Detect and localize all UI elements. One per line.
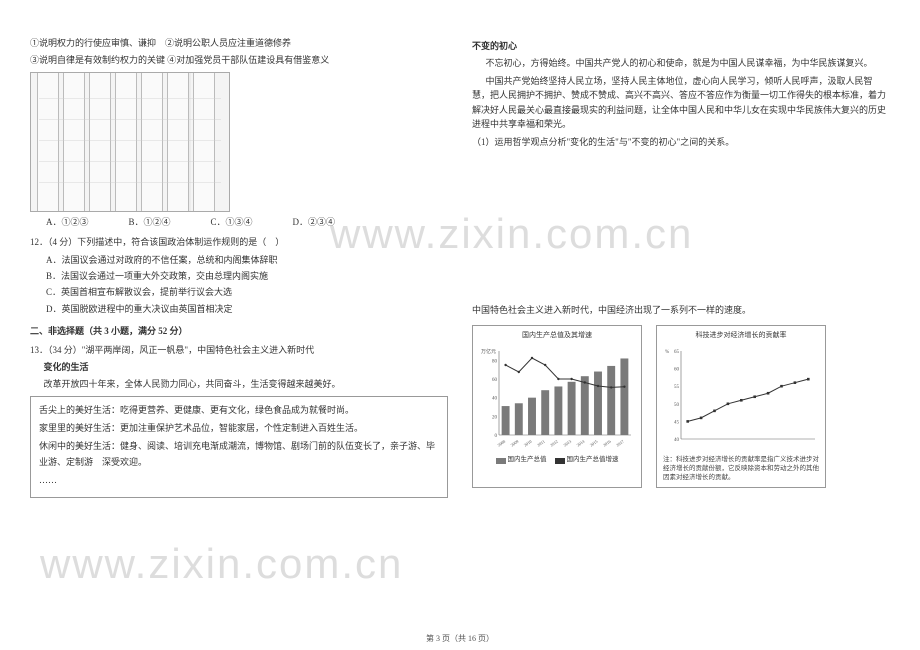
svg-text:50: 50	[674, 403, 680, 408]
svg-text:60: 60	[674, 368, 680, 373]
svg-text:2011: 2011	[536, 439, 546, 448]
svg-text:2012: 2012	[549, 439, 559, 448]
svg-text:60: 60	[492, 378, 498, 383]
section-2-title: 二、非选择题（共 3 小题，满分 52 分）	[30, 324, 448, 338]
chart-gdp-box: 国内生产总值及其增速 020406080万亿元20082009201020112…	[472, 325, 642, 487]
q11-stmt-2: ③说明自律是有效制约权力的关键 ④对加强党员干部队伍建设具有借鉴意义	[30, 53, 448, 67]
heart-p2: 中国共产党始终坚持人民立场，坚持人民主体地位，虚心向人民学习，倾听人民呼声，汲取…	[472, 74, 890, 132]
box-line-end: ……	[39, 473, 439, 488]
svg-text:2016: 2016	[602, 439, 612, 448]
box-line-1: 舌尖上的美好生活：吃得更营养、更健康、更有文化，绿色食品成为就餐时尚。	[39, 403, 439, 418]
sub-heart-title: 不变的初心	[472, 39, 890, 53]
q11-options: A．①②③ B．①②④ C．①③④ D．②③④	[46, 215, 448, 229]
q11-opt-d: D．②③④	[293, 215, 336, 229]
q11-stmt-1: ①说明权力的行使应审慎、谦抑 ②说明公职人员应注重道德修养	[30, 36, 448, 50]
svg-text:2013: 2013	[562, 439, 572, 448]
svg-text:40: 40	[674, 438, 680, 443]
q12-opt-c: C．英国首相宣布解散议会，提前举行议会大选	[46, 285, 448, 299]
q11-opt-b: B．①②④	[129, 215, 171, 229]
svg-text:%: %	[665, 350, 669, 355]
chart-gdp-canvas: 0 20 40 60 80 万亿元 2008 20092010201120122013 2014…	[477, 343, 637, 453]
svg-text:2010: 2010	[523, 439, 533, 448]
svg-text:2017: 2017	[615, 439, 625, 448]
heart-p1: 不忘初心，方得始终。中国共产党人的初心和使命，就是为中国人民谋幸福，为中华民族谋…	[472, 56, 890, 70]
legend-gdp-bar: 国内生产总值	[508, 455, 547, 465]
legend-gdp-line: 国内生产总值增速	[567, 455, 619, 465]
q13-stem: 13．（34 分）"湖平两岸阔，风正一帆悬"，中国特色社会主义进入新时代	[30, 343, 448, 357]
q13-subq1: （1）运用哲学观点分析"变化的生活"与"不变的初心"之间的关系。	[472, 135, 890, 149]
svg-text:2009: 2009	[510, 439, 520, 448]
chart-gdp-title: 国内生产总值及其增速	[477, 330, 637, 341]
chart-tech-box: 科技进步对经济增长的贡献率 40 45 50 55 60 65% 注：科技进步对经济增长的…	[656, 325, 826, 487]
chart-tech-caption: 注：科技进步对经济增长的贡献率是指广义技术进步对经济增长的贡献份额，它反映除资本…	[661, 453, 821, 482]
svg-text:40: 40	[492, 397, 498, 402]
svg-text:45: 45	[674, 421, 680, 426]
svg-text:2014: 2014	[576, 439, 586, 448]
svg-text:80: 80	[492, 360, 498, 365]
chart-gdp-legend: 国内生产总值 国内生产总值增速	[477, 455, 637, 465]
figure-vertical-calligraphy	[30, 72, 230, 212]
right-column: 不变的初心 不忘初心，方得始终。中国共产党人的初心和使命，就是为中国人民谋幸福，…	[472, 36, 890, 630]
svg-text:0: 0	[495, 434, 498, 439]
q12-stem: 12．（4 分）下列描述中，符合该国政治体制运作规则的是（ ）	[30, 235, 448, 249]
change-box: 舌尖上的美好生活：吃得更营养、更健康、更有文化，绿色食品成为就餐时尚。 家里里的…	[30, 396, 448, 498]
svg-text:万亿元: 万亿元	[481, 348, 496, 355]
new-era-intro: 中国特色社会主义进入新时代，中国经济出现了一系列不一样的速度。	[472, 303, 890, 317]
svg-text:2015: 2015	[589, 439, 599, 448]
page-footer: 第 3 页（共 16 页）	[0, 633, 920, 644]
box-line-2: 家里里的美好生活：更加注重保护艺术品位，智能家居，个性定制进入百姓生活。	[39, 421, 439, 436]
q12-opt-d: D．英国脱欧进程中的重大决议由英国首相决定	[46, 302, 448, 316]
chart-tech-canvas: 40 45 50 55 60 65%	[661, 343, 821, 453]
change-intro: 改革开放四十年来，全体人民勠力同心，共同奋斗，生活变得越来越美好。	[30, 377, 448, 391]
q11-opt-c: C．①③④	[211, 215, 253, 229]
charts-row: 国内生产总值及其增速 020406080万亿元20082009201020112…	[472, 325, 890, 487]
svg-text:2008: 2008	[496, 439, 506, 448]
q12-opt-b: B．法国议会通过一项重大外交政策，交由总理内阁实施	[46, 269, 448, 283]
sub-change-title: 变化的生活	[30, 360, 448, 374]
box-line-3: 休闲中的美好生活：健身、阅读、培训充电渐成潮流，博物馆、剧场门前的队伍变长了，亲…	[39, 439, 439, 470]
left-column: ①说明权力的行使应审慎、谦抑 ②说明公职人员应注重道德修养 ③说明自律是有效制约…	[30, 36, 448, 630]
q12-opt-a: A．法国议会通过对政府的不信任案，总统和内阁集体辞职	[46, 253, 448, 267]
svg-text:55: 55	[674, 386, 680, 391]
q11-opt-a: A．①②③	[46, 215, 89, 229]
svg-text:20: 20	[492, 416, 498, 421]
svg-text:65: 65	[674, 350, 680, 355]
chart-tech-title: 科技进步对经济增长的贡献率	[661, 330, 821, 341]
